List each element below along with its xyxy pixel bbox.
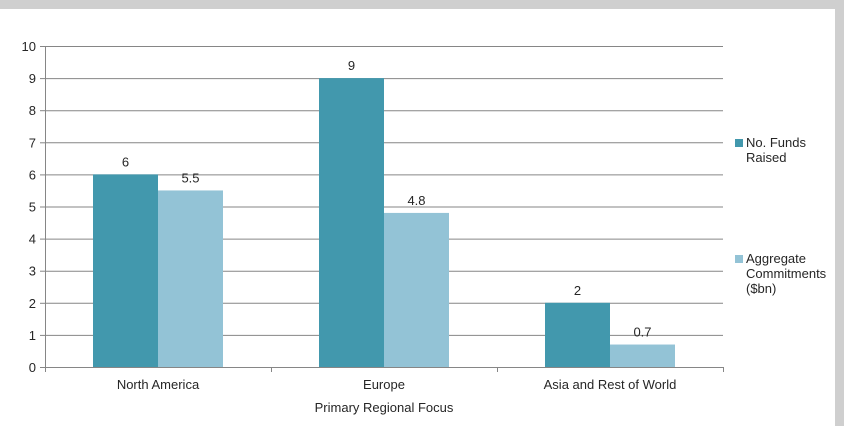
y-tick-label: 2 — [29, 296, 36, 311]
axes: 0 1 2 3 4 5 6 7 8 9 10 North America Europe Asia and … — [22, 39, 724, 392]
grouped-bar-chart: 6 5.5 9 4.8 2 0.7 0 1 2 3 4 5 6 7 8 9 10 North America Eu… — [22, 39, 827, 415]
y-tick-label: 1 — [29, 328, 36, 343]
data-labels: 6 5.5 9 4.8 2 0.7 — [122, 58, 652, 339]
data-label: 4.8 — [407, 193, 425, 208]
data-label: 2 — [574, 283, 581, 298]
x-axis-title: Primary Regional Focus — [315, 400, 454, 415]
x-tick-label: Asia and Rest of World — [544, 377, 677, 392]
bar — [610, 344, 675, 367]
chart-panel: 6 5.5 9 4.8 2 0.7 0 1 2 3 4 5 6 7 8 9 10 North America Eu… — [0, 9, 835, 426]
legend-label: Raised — [746, 150, 786, 165]
y-tick-label: 7 — [29, 135, 36, 150]
y-tick-label: 8 — [29, 103, 36, 118]
bars — [93, 78, 675, 367]
bar — [158, 190, 223, 367]
bar — [384, 212, 449, 367]
data-label: 6 — [122, 154, 129, 169]
y-tick-label: 9 — [29, 71, 36, 86]
data-label: 0.7 — [633, 325, 651, 340]
y-tick-label: 6 — [29, 167, 36, 182]
x-tick-label: Europe — [363, 377, 405, 392]
y-tick-label: 10 — [22, 39, 36, 54]
y-tick-label: 4 — [29, 232, 36, 247]
bar — [93, 174, 158, 367]
y-tick-label: 3 — [29, 264, 36, 279]
y-tick-label: 0 — [29, 360, 36, 375]
bar — [545, 302, 610, 367]
data-label: 9 — [348, 58, 355, 73]
legend-swatch — [735, 255, 743, 263]
legend-swatch — [735, 139, 743, 147]
bar — [319, 78, 384, 367]
legend-label: ($bn) — [746, 281, 776, 296]
legend-label: Commitments — [746, 266, 827, 281]
data-label: 5.5 — [181, 170, 199, 185]
x-tick-label: North America — [117, 377, 200, 392]
legend-label: No. Funds — [746, 135, 806, 150]
y-tick-label: 5 — [29, 200, 36, 215]
legend-label: Aggregate — [746, 251, 806, 266]
